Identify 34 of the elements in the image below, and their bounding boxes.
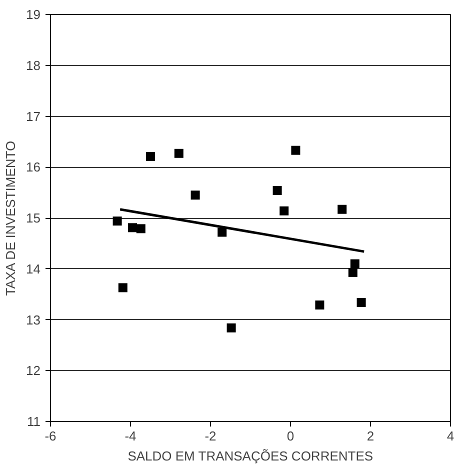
point	[112, 216, 122, 226]
point	[280, 206, 289, 216]
point	[356, 298, 366, 307]
point	[118, 283, 128, 292]
y-tick-label: 19	[26, 7, 41, 22]
point	[272, 186, 282, 196]
y-tick-label: 15	[26, 210, 41, 226]
x-tick-label: -6	[44, 428, 56, 444]
y-tick-label: 18	[26, 58, 41, 73]
y-tick-label: 13	[26, 312, 41, 328]
point	[190, 190, 200, 200]
y-tick-label: 12	[26, 363, 41, 378]
y-tick-label: 16	[26, 160, 41, 175]
point	[338, 204, 347, 214]
point	[226, 323, 236, 332]
x-tick-label: 4	[446, 428, 454, 444]
point	[315, 300, 324, 310]
x-tick-label: -2	[204, 428, 216, 444]
point	[174, 148, 184, 158]
point	[348, 268, 358, 277]
point	[350, 259, 360, 268]
x-tick-label: 0	[286, 428, 294, 444]
point	[128, 223, 137, 232]
x-tick-label: 2	[366, 428, 374, 444]
y-tick-label: 11	[27, 414, 41, 429]
x-tick-label: -4	[124, 428, 136, 444]
point	[291, 146, 300, 155]
point	[218, 228, 227, 237]
y-tick-label: 17	[26, 108, 41, 124]
y-axis-title: TAXA DE INVESTIMENTO	[3, 140, 18, 296]
y-tick-label: 14	[26, 261, 41, 276]
x-axis-title: SALDO EM TRANSAÇÕES CORRENTES	[128, 448, 374, 464]
point	[146, 152, 155, 161]
point	[136, 224, 146, 234]
